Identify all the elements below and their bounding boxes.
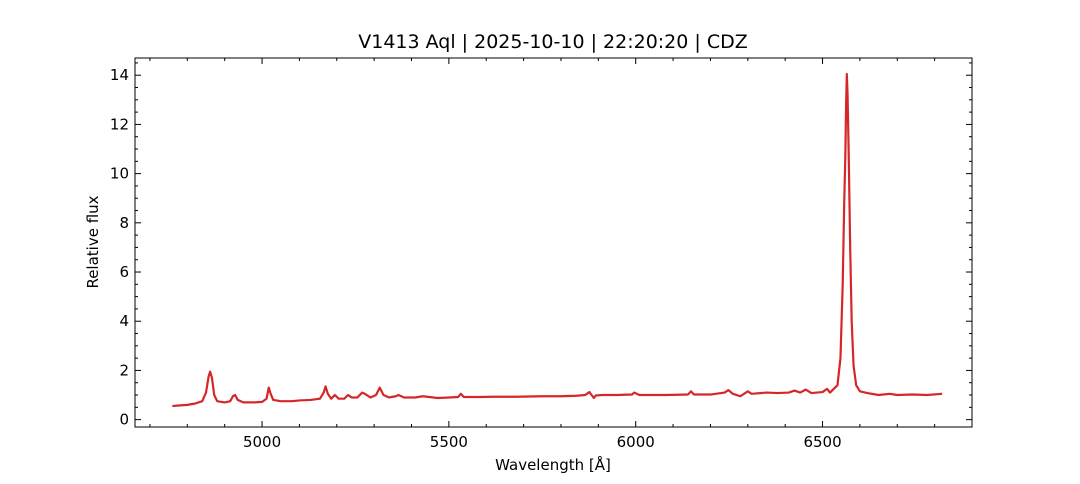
y-tick-label: 0 [119,411,129,429]
x-tick-label: 6500 [803,433,841,451]
series-layer [172,72,943,408]
plot-frame [134,57,973,428]
y-tick-label: 10 [110,165,129,183]
y-tick-label: 14 [110,66,129,84]
spectrum-line [172,72,943,408]
y-axis-label: Relative flux [84,195,102,288]
x-tick-label: 5500 [430,433,468,451]
chart-title: V1413 Aql | 2025-10-10 | 22:20:20 | CDZ [358,31,748,53]
x-tick-label: 6000 [617,433,655,451]
y-tick-label: 2 [119,361,129,379]
x-tick-label: 5000 [243,433,281,451]
y-tick-label: 12 [110,115,129,133]
y-tick-label: 6 [119,263,129,281]
y-tick-label: 8 [119,214,129,232]
y-tick-label: 4 [119,312,129,330]
x-axis-label: Wavelength [Å] [495,455,611,474]
